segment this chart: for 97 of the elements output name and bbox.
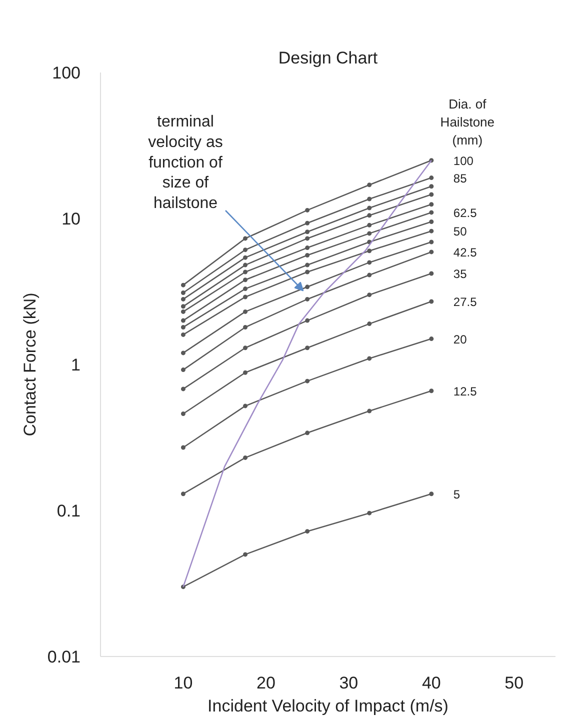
point bbox=[243, 404, 248, 408]
point bbox=[180, 445, 186, 450]
point bbox=[305, 296, 310, 302]
point bbox=[305, 346, 310, 350]
point bbox=[429, 192, 434, 197]
point bbox=[429, 228, 434, 234]
point bbox=[305, 208, 310, 212]
series-label: 27.5 bbox=[453, 295, 478, 310]
point bbox=[243, 294, 248, 300]
point bbox=[429, 492, 434, 496]
point bbox=[429, 250, 434, 254]
point bbox=[305, 318, 310, 323]
point bbox=[429, 240, 434, 244]
series-label: 20 bbox=[453, 332, 468, 346]
point bbox=[305, 270, 310, 274]
point bbox=[243, 236, 248, 241]
point bbox=[429, 176, 434, 180]
point bbox=[367, 248, 372, 254]
point bbox=[180, 304, 186, 309]
point bbox=[429, 271, 434, 276]
point bbox=[180, 282, 186, 288]
point bbox=[367, 231, 372, 236]
point bbox=[305, 246, 310, 250]
point bbox=[180, 411, 186, 416]
point bbox=[367, 292, 372, 298]
x-tick-label: 20 bbox=[256, 674, 276, 692]
point bbox=[180, 318, 186, 323]
point bbox=[429, 210, 434, 215]
point bbox=[367, 356, 372, 361]
point bbox=[243, 370, 248, 375]
point bbox=[367, 322, 372, 326]
chart-title: Design Chart bbox=[278, 48, 378, 68]
point bbox=[429, 388, 434, 394]
series-label: 5 bbox=[453, 487, 460, 502]
point bbox=[180, 386, 186, 392]
point bbox=[429, 299, 434, 304]
point bbox=[243, 346, 248, 350]
x-tick-label: 10 bbox=[174, 674, 193, 692]
point bbox=[305, 529, 310, 534]
point bbox=[243, 278, 248, 282]
series-label: 85 bbox=[453, 171, 468, 186]
y-axis-title: Contact Force (kN) bbox=[20, 292, 40, 436]
point bbox=[305, 284, 310, 290]
point bbox=[367, 213, 372, 218]
point bbox=[243, 255, 248, 260]
series-label: 42.5 bbox=[453, 245, 478, 260]
legend-title: Dia. of Hailstone (mm) bbox=[440, 96, 495, 148]
point bbox=[305, 262, 310, 268]
point bbox=[429, 202, 434, 207]
point bbox=[243, 262, 248, 268]
point bbox=[305, 253, 310, 258]
point bbox=[243, 309, 248, 314]
point bbox=[367, 182, 372, 188]
point bbox=[180, 296, 186, 302]
point bbox=[180, 350, 186, 356]
point bbox=[367, 206, 372, 210]
series-label: 62.5 bbox=[453, 206, 478, 220]
point bbox=[180, 309, 186, 314]
y-tick-label: 0.1 bbox=[56, 502, 81, 520]
point bbox=[305, 430, 310, 436]
point bbox=[180, 492, 186, 496]
point bbox=[243, 455, 248, 460]
point bbox=[367, 408, 372, 414]
point bbox=[429, 336, 434, 342]
point bbox=[180, 290, 186, 296]
y-tick-label: 0.01 bbox=[47, 648, 81, 666]
series-label: 50 bbox=[453, 224, 468, 239]
series-label: 100 bbox=[453, 154, 474, 168]
point bbox=[367, 510, 372, 516]
point bbox=[243, 286, 248, 292]
point bbox=[305, 236, 310, 241]
point bbox=[180, 324, 186, 330]
y-tick-label: 1 bbox=[71, 356, 81, 374]
point bbox=[367, 222, 372, 228]
y-tick-label: 100 bbox=[52, 64, 81, 82]
x-tick-label: 50 bbox=[504, 674, 524, 692]
point bbox=[180, 368, 186, 372]
point bbox=[243, 552, 248, 557]
annotation: terminal velocity as function of size of hailstone bbox=[148, 114, 223, 212]
y-tick-label: 10 bbox=[62, 210, 81, 228]
point bbox=[367, 196, 372, 202]
point bbox=[367, 272, 372, 278]
point bbox=[305, 378, 310, 384]
point bbox=[243, 324, 248, 330]
series-label: 35 bbox=[453, 267, 468, 282]
point bbox=[243, 248, 248, 252]
x-tick-label: 40 bbox=[422, 674, 441, 692]
series-label: 12.5 bbox=[453, 384, 478, 398]
point bbox=[305, 230, 310, 234]
point bbox=[367, 260, 372, 265]
point bbox=[180, 332, 186, 337]
point bbox=[243, 270, 248, 274]
point bbox=[429, 184, 434, 189]
point bbox=[429, 220, 434, 224]
x-tick-label: 30 bbox=[339, 674, 358, 692]
point bbox=[305, 220, 310, 226]
x-axis-title: Incident Velocity of Impact (m/s) bbox=[208, 696, 448, 716]
